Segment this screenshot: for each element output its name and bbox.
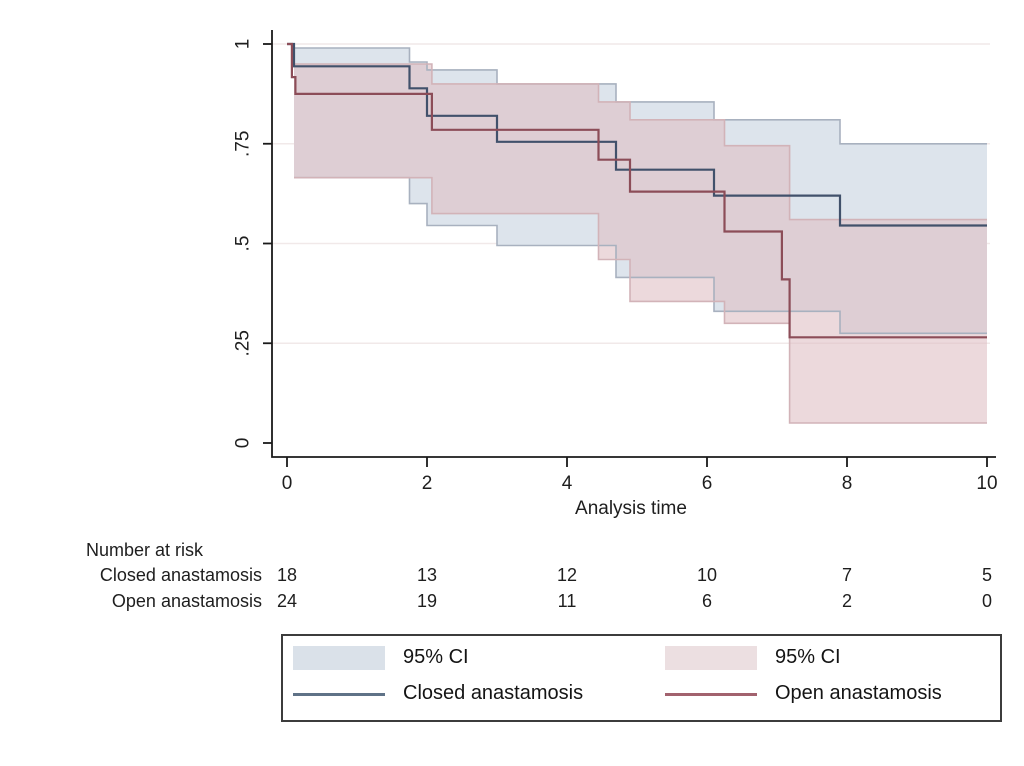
- ci-band-lower-edge: [294, 176, 987, 335]
- ci-band-upper-edge: [294, 63, 987, 221]
- risk-count: 2: [841, 591, 852, 611]
- risk-count: 24: [276, 591, 298, 611]
- x-tick-label: 8: [842, 473, 853, 494]
- risk-row-label-open: Open anastamosis: [111, 591, 262, 611]
- y-tick-label: .25: [233, 330, 254, 356]
- risk-count: 19: [416, 591, 438, 611]
- risk-count: 0: [981, 591, 992, 611]
- y-tick-label: 1: [233, 39, 254, 50]
- y-tick-label: 0: [233, 438, 254, 449]
- legend-swatch-ci-closed: [293, 646, 385, 670]
- x-tick-label: 4: [562, 473, 573, 494]
- legend-label-ci-open: 95% CI: [775, 646, 841, 668]
- ci-band-lower-edge: [294, 176, 987, 424]
- x-tick-label: 10: [976, 473, 997, 494]
- risk-count: 7: [841, 565, 852, 585]
- risk-count: 11: [557, 591, 577, 611]
- y-tick-label: .5: [233, 236, 254, 252]
- axes: [271, 30, 996, 458]
- y-tick-label: .75: [233, 131, 254, 157]
- risk-count: 5: [981, 565, 992, 585]
- survival-curve: [287, 42, 987, 339]
- legend-line-closed: [293, 693, 385, 696]
- x-tick-label: 2: [422, 473, 433, 494]
- risk-count: 10: [696, 565, 718, 585]
- risk-row-label-closed: Closed anastamosis: [99, 565, 262, 585]
- risk-count: 13: [416, 565, 438, 585]
- x-tick-label: 6: [702, 473, 713, 494]
- legend-line-open: [665, 693, 757, 696]
- risk-count: 12: [556, 565, 578, 585]
- legend-label-ci-closed: 95% CI: [403, 646, 469, 668]
- risk-table-title: Number at risk: [86, 540, 204, 560]
- legend-label-closed: Closed anastamosis: [403, 682, 584, 704]
- legend: 95% CI 95% CI Closed anastamosis Open an…: [281, 634, 1002, 722]
- x-axis-title: Analysis time: [575, 498, 687, 519]
- x-tick-label: 0: [282, 473, 293, 494]
- risk-count: 6: [701, 591, 712, 611]
- legend-swatch-ci-open: [665, 646, 757, 670]
- risk-count: 18: [276, 565, 298, 585]
- legend-label-open: Open anastamosis: [775, 682, 942, 704]
- ci-band: [294, 64, 987, 423]
